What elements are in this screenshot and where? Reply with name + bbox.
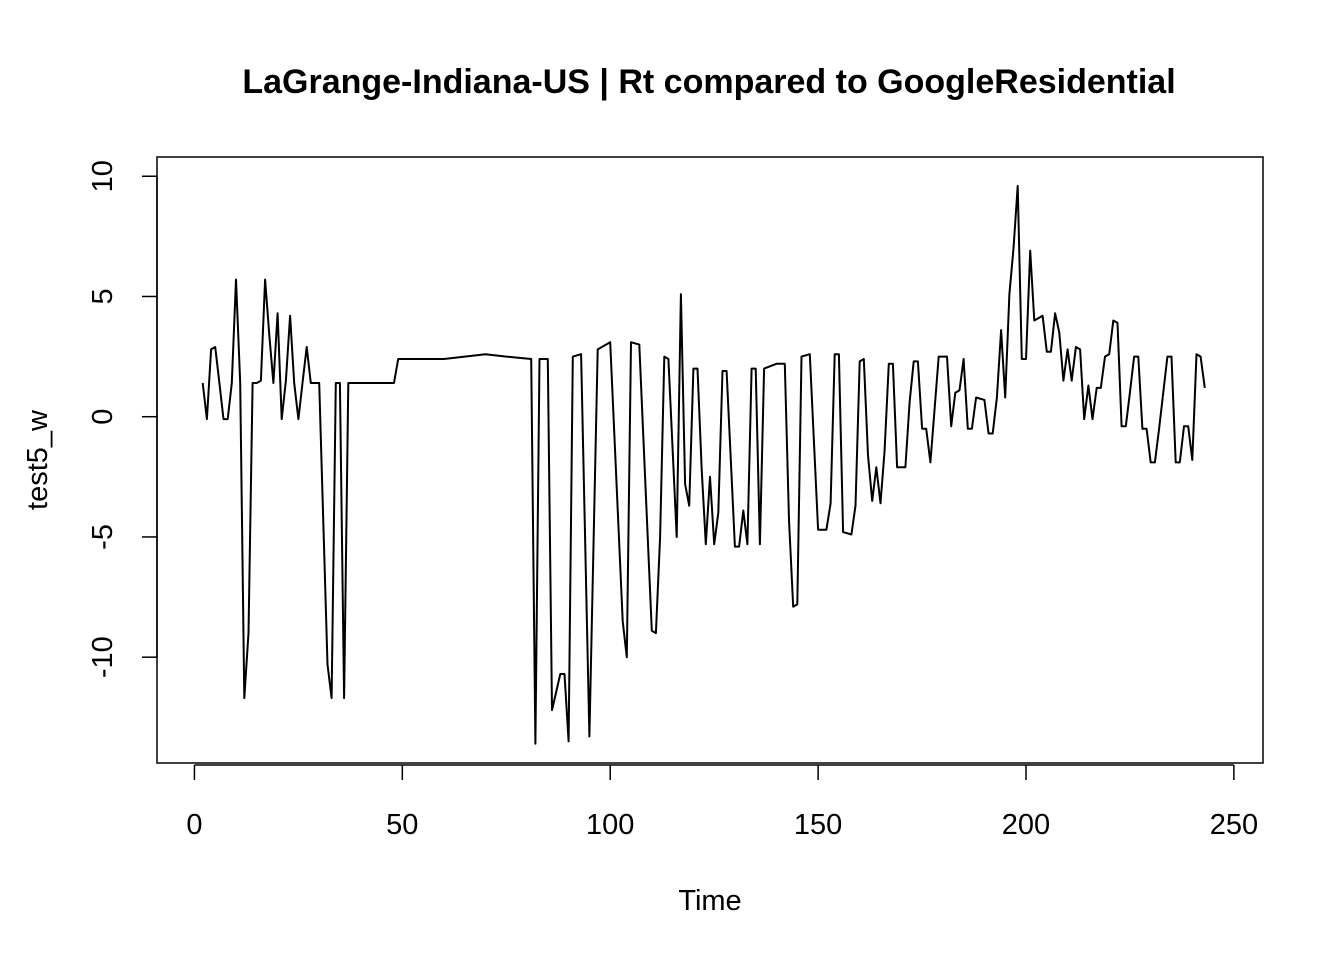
x-tick-label: 50	[386, 809, 418, 841]
plot-area-frame	[156, 156, 1264, 764]
x-tick-label: 100	[586, 809, 634, 841]
y-tick-label: -5	[87, 524, 119, 550]
y-tick-label: 10	[87, 160, 119, 192]
x-tick-label: 0	[186, 809, 202, 841]
x-tick-label: 200	[1002, 809, 1050, 841]
y-axis: -10 -5 0 5 10	[87, 160, 158, 678]
chart-title: LaGrange-Indiana-US | Rt compared to Goo…	[242, 63, 1175, 101]
y-tick-label: 5	[87, 288, 119, 304]
x-axis-label: Time	[678, 885, 741, 917]
y-tick-label: 0	[87, 409, 119, 425]
y-axis-label: test5_w	[22, 409, 54, 510]
x-tick-label: 250	[1210, 809, 1258, 841]
x-tick-label: 150	[794, 809, 842, 841]
series-line	[201, 184, 1206, 745]
y-tick-label: -10	[87, 636, 119, 678]
data-points	[203, 186, 1205, 744]
x-axis: 0 50 100 150 200 250	[186, 764, 1258, 841]
